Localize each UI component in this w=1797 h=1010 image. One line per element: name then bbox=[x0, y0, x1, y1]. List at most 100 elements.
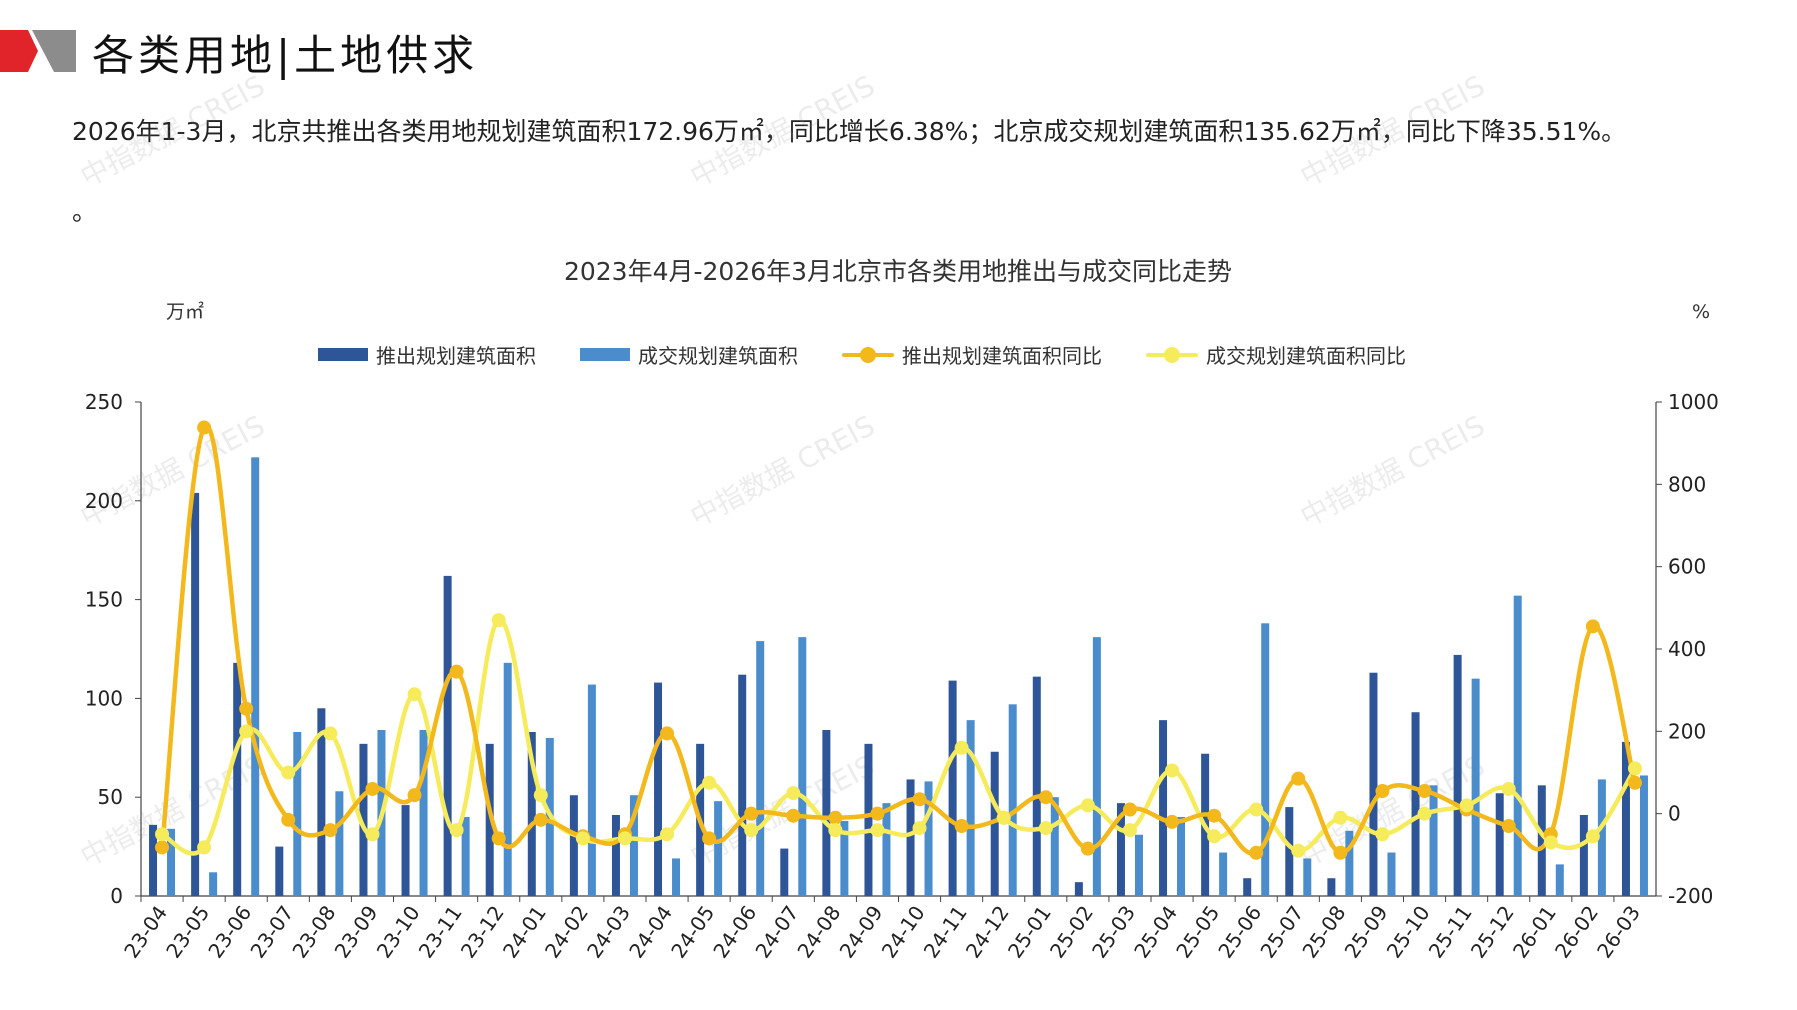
deal-yoy-point bbox=[1207, 829, 1222, 844]
supply-yoy-point bbox=[1291, 771, 1306, 786]
deal-bar bbox=[1134, 834, 1143, 896]
supply-yoy-point bbox=[1165, 814, 1180, 829]
legend-label: 成交规划建筑面积同比 bbox=[1206, 344, 1406, 368]
supply-yoy-point bbox=[365, 781, 380, 796]
deal-yoy-point bbox=[828, 823, 843, 838]
deal-bar bbox=[461, 816, 470, 896]
deal-bar bbox=[1471, 678, 1480, 896]
supply-yoy-point bbox=[155, 840, 170, 855]
supply-yoy-point bbox=[1333, 845, 1348, 860]
supply-bar bbox=[780, 848, 789, 896]
supply-yoy-point bbox=[1038, 790, 1053, 805]
deal-yoy-point bbox=[912, 821, 927, 836]
deal-bar bbox=[335, 791, 344, 896]
deal-yoy-point bbox=[1165, 763, 1180, 778]
deal-bar bbox=[966, 720, 975, 896]
supply-yoy-point bbox=[239, 701, 254, 716]
deal-bar bbox=[1639, 775, 1648, 896]
deal-yoy-point bbox=[660, 827, 675, 842]
deal-bar bbox=[1303, 858, 1312, 896]
supply-bar bbox=[611, 814, 620, 896]
x-tick-label: 24-11 bbox=[919, 901, 972, 962]
y-right-tick-label: 0 bbox=[1668, 802, 1681, 826]
deal-yoy-point bbox=[1122, 823, 1137, 838]
deal-yoy-point bbox=[575, 831, 590, 846]
deal-bar bbox=[587, 684, 596, 896]
supply-bar bbox=[1537, 785, 1546, 896]
legend-swatch bbox=[580, 348, 630, 361]
deal-bar bbox=[924, 781, 933, 896]
brand-logo-mark bbox=[0, 30, 76, 72]
supply-bar bbox=[275, 846, 284, 896]
y-right-tick-label: 400 bbox=[1668, 637, 1706, 661]
supply-bar bbox=[233, 662, 242, 896]
supply-bar bbox=[149, 824, 158, 896]
x-tick-label: 25-10 bbox=[1382, 901, 1435, 962]
deal-yoy-point bbox=[281, 765, 296, 780]
supply-bar bbox=[443, 575, 452, 896]
supply-yoy-point bbox=[1122, 802, 1137, 817]
x-tick-label: 24-01 bbox=[498, 901, 551, 962]
y-left-tick-label: 0 bbox=[110, 884, 123, 908]
legend-swatch bbox=[318, 348, 368, 361]
supply-bar bbox=[1369, 672, 1378, 896]
supply-yoy-point bbox=[1249, 845, 1264, 860]
x-tick-label: 25-12 bbox=[1466, 901, 1519, 962]
legend-swatch bbox=[1146, 346, 1198, 363]
deal-yoy-point bbox=[1249, 802, 1264, 817]
supply-bar bbox=[485, 743, 494, 896]
supply-yoy-point bbox=[1585, 619, 1600, 634]
legend-label: 成交规划建筑面积 bbox=[638, 344, 798, 368]
supply-bar bbox=[1453, 654, 1462, 896]
y-left-tick-label: 50 bbox=[98, 785, 123, 809]
supply-bar bbox=[948, 680, 957, 896]
x-tick-label: 25-03 bbox=[1087, 901, 1140, 962]
logo-grey-shape bbox=[32, 30, 76, 72]
y-right-tick-label: 200 bbox=[1668, 719, 1706, 743]
x-tick-label: 26-01 bbox=[1508, 901, 1561, 962]
x-tick-label: 24-07 bbox=[750, 901, 803, 962]
chart-legend: 推出规划建筑面积 成交规划建筑面积 推出规划建筑面积同比 成交规划建筑面积同比 bbox=[318, 340, 1450, 369]
x-tick-label: 25-01 bbox=[1003, 901, 1056, 962]
deal-bar bbox=[1261, 623, 1270, 896]
x-tick-label: 25-04 bbox=[1129, 901, 1182, 962]
y-left-tick-label: 250 bbox=[85, 390, 123, 414]
legend-label: 推出规划建筑面积 bbox=[376, 344, 536, 368]
x-tick-label: 25-08 bbox=[1297, 901, 1350, 962]
deal-bar bbox=[1597, 779, 1606, 896]
supply-yoy-point bbox=[828, 810, 843, 825]
deal-bar bbox=[672, 858, 681, 896]
supply-bar bbox=[1032, 676, 1041, 896]
deal-yoy-point bbox=[744, 823, 759, 838]
deal-bar bbox=[1008, 704, 1017, 896]
y-left-unit: 万㎡ bbox=[166, 300, 204, 323]
supply-yoy-point bbox=[954, 819, 969, 834]
x-tick-label: 23-06 bbox=[203, 901, 256, 962]
deal-bar bbox=[756, 641, 765, 896]
deal-yoy-point bbox=[155, 827, 170, 842]
x-tick-label: 25-09 bbox=[1340, 901, 1393, 962]
deal-bar bbox=[1092, 637, 1101, 896]
y-right-tick-label: 600 bbox=[1668, 555, 1706, 579]
y-left-tick-label: 150 bbox=[85, 588, 123, 612]
x-tick-label: 25-07 bbox=[1255, 901, 1308, 962]
deal-yoy-point bbox=[491, 613, 506, 628]
x-tick-label: 24-03 bbox=[582, 901, 635, 962]
x-tick-label: 23-10 bbox=[372, 901, 425, 962]
supply-bar bbox=[1243, 878, 1252, 896]
x-tick-label: 23-12 bbox=[456, 901, 509, 962]
deal-yoy-point bbox=[407, 687, 422, 702]
deal-yoy-point bbox=[617, 831, 632, 846]
legend-item-deal-line: 成交规划建筑面积同比 bbox=[1146, 340, 1406, 369]
supply-yoy-point bbox=[197, 420, 212, 435]
deal-yoy-point bbox=[786, 786, 801, 801]
supply-bar bbox=[317, 708, 326, 896]
supply-yoy-point bbox=[744, 806, 759, 821]
supply-bar bbox=[1074, 882, 1083, 896]
deal-yoy-point bbox=[1585, 829, 1600, 844]
supply-yoy-point bbox=[1417, 784, 1432, 799]
deal-bar bbox=[1513, 595, 1522, 896]
deal-yoy-point bbox=[1375, 827, 1390, 842]
deal-yoy-point bbox=[323, 726, 338, 741]
